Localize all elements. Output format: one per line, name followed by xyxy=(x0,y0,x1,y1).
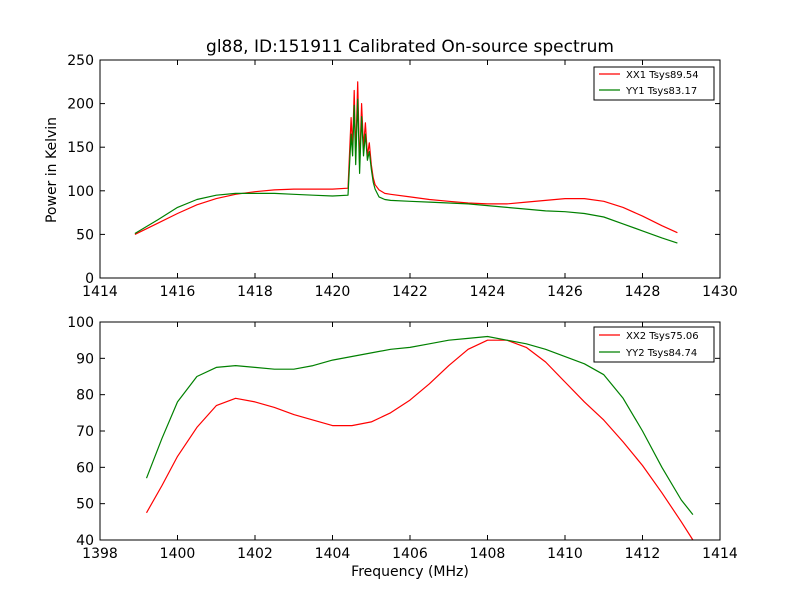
top-x-tick-label: 1418 xyxy=(237,284,273,300)
legend-label-yy2: YY2 Tsys84.74 xyxy=(625,348,697,359)
bottom-x-tick-label: 1398 xyxy=(82,546,118,562)
bottom-x-tick-label: 1414 xyxy=(702,546,738,562)
bottom-legend: XX2 Tsys75.06 YY2 Tsys84.74 xyxy=(593,326,715,363)
y-axis-label: Power in Kelvin xyxy=(44,117,60,223)
bottom-y-tick-label: 90 xyxy=(76,351,94,367)
top-y-tick-label: 50 xyxy=(76,227,94,243)
top-y-tick-label: 250 xyxy=(67,53,94,69)
bottom-x-tick-label: 1402 xyxy=(237,546,273,562)
bottom-x-tick-label: 1408 xyxy=(470,546,506,562)
top-x-tick-label: 1426 xyxy=(547,284,583,300)
bottom-y-tick-label: 60 xyxy=(76,460,94,476)
top-x-tick-label: 1424 xyxy=(470,284,506,300)
top-y-tick-label: 100 xyxy=(67,184,94,200)
bottom-y-tick-label: 50 xyxy=(76,497,94,513)
top-legend-box xyxy=(593,66,715,101)
bottom-y-tick-label: 40 xyxy=(76,533,94,549)
bottom-series-line-1 xyxy=(145,339,694,541)
top-legend: XX1 Tsys89.54 YY1 Tsys83.17 xyxy=(593,66,715,101)
top-plot-area: 1414 1416 1418 1420 1422 1424 1426 1428 1430 0 50 1… xyxy=(67,53,738,300)
top-x-tick-label: 1414 xyxy=(82,284,118,300)
bottom-chart-panel: 1398 1400 1402 1404 1406 1408 1410 1412 1414 40 50… xyxy=(67,315,738,580)
bottom-x-tick-label: 1406 xyxy=(392,546,428,562)
top-series-line-1 xyxy=(134,81,678,235)
top-x-tick-label: 1422 xyxy=(392,284,428,300)
top-y-tick-label: 0 xyxy=(85,271,94,287)
bottom-series-line-2 xyxy=(145,335,694,515)
top-x-tick-label: 1430 xyxy=(702,284,738,300)
bottom-legend-box xyxy=(593,326,715,363)
bottom-plot-area: 1398 1400 1402 1404 1406 1408 1410 1412 1414 40 50… xyxy=(67,315,738,562)
chart-title: gl88, ID:151911 Calibrated On-source spe… xyxy=(206,37,614,57)
bottom-y-tick-label: 100 xyxy=(67,315,94,331)
legend-label-xx1: XX1 Tsys89.54 xyxy=(626,70,699,81)
top-x-tick-label: 1420 xyxy=(315,284,351,300)
bottom-y-tick-label: 70 xyxy=(76,424,94,440)
bottom-x-tick-label: 1400 xyxy=(160,546,196,562)
bottom-x-tick-label: 1412 xyxy=(625,546,661,562)
legend-label-yy1: YY1 Tsys83.17 xyxy=(625,86,697,97)
bottom-y-tick-label: 80 xyxy=(76,388,94,404)
top-chart-panel: gl88, ID:151911 Calibrated On-source spe… xyxy=(44,37,738,300)
top-y-tick-label: 150 xyxy=(67,140,94,156)
bottom-x-tick-label: 1404 xyxy=(315,546,351,562)
top-x-tick-label: 1416 xyxy=(160,284,196,300)
top-y-tick-label: 200 xyxy=(67,97,94,113)
top-series-line-2 xyxy=(134,98,678,244)
top-x-tick-label: 1428 xyxy=(625,284,661,300)
legend-label-xx2: XX2 Tsys75.06 xyxy=(626,331,699,342)
x-axis-label: Frequency (MHz) xyxy=(351,564,469,580)
bottom-x-tick-label: 1410 xyxy=(547,546,583,562)
